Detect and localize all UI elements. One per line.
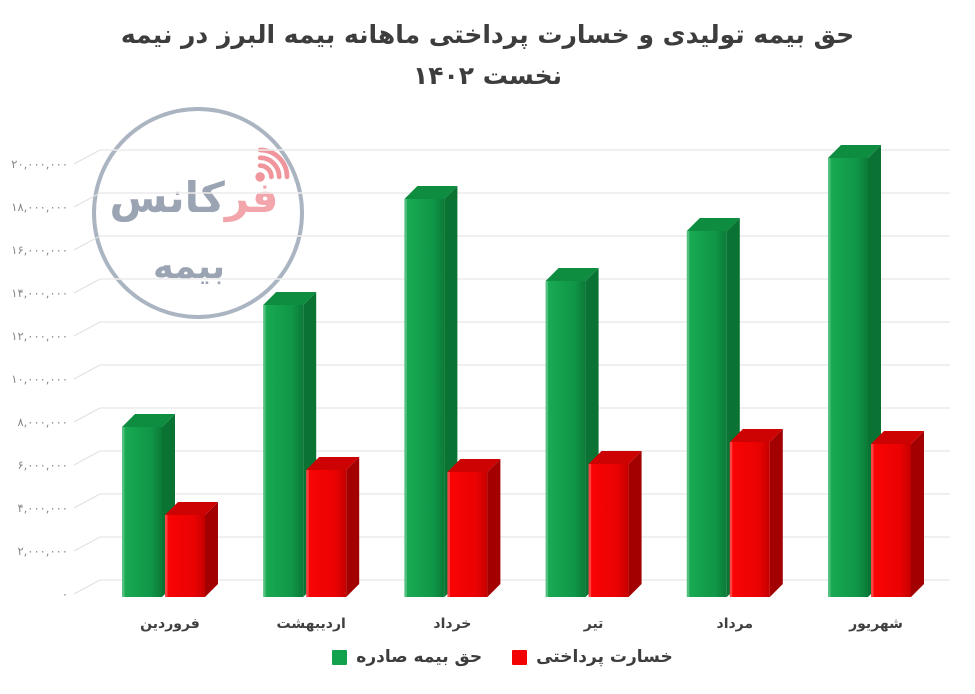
legend-item-loss: خسارت پرداختی bbox=[512, 647, 673, 667]
gridline-depth-segment bbox=[73, 278, 101, 294]
bar-premium-0-front bbox=[122, 427, 162, 597]
y-tick-label: ۴,۰۰۰,۰۰۰ bbox=[17, 501, 68, 515]
chart-title-line1: حق بیمه تولیدی و خسارت پرداختی ماهانه بی… bbox=[120, 20, 855, 49]
bar-loss-1-top bbox=[306, 457, 360, 470]
bar-loss-0-edge-highlight bbox=[165, 515, 168, 597]
bar-premium-3-top bbox=[545, 268, 599, 281]
watermark-brand-name: فرکانس bbox=[96, 173, 292, 222]
watermark-logo: فرکانس بیمه bbox=[92, 107, 304, 319]
bar-premium-0-edge-highlight bbox=[122, 427, 125, 597]
x-axis-label-0: فروردین bbox=[140, 616, 200, 632]
bar-loss-4-top bbox=[729, 429, 783, 442]
bar-loss-1-side bbox=[346, 457, 360, 597]
bar-loss-0-top bbox=[165, 502, 218, 515]
gridline-depth-segment bbox=[73, 321, 101, 337]
y-tick-label: ۲,۰۰۰,۰۰۰ bbox=[17, 544, 68, 558]
bar-premium-0-top bbox=[122, 414, 175, 427]
bar-loss-1-front bbox=[306, 470, 347, 597]
y-tick-label: ۸,۰۰۰,۰۰۰ bbox=[17, 415, 68, 429]
gridline-depth-segment bbox=[73, 235, 101, 251]
x-axis-labels: فروردین اردیبهشت خرداد تیر مرداد شهریور bbox=[140, 616, 903, 632]
bar-loss-0-front bbox=[165, 515, 205, 597]
gridline-depth-segment bbox=[73, 149, 101, 165]
x-axis-label-5: شهریور bbox=[848, 616, 903, 632]
bar-loss-3-side bbox=[628, 451, 642, 597]
chart-title-line2: نخست ۱۴۰۲ bbox=[412, 61, 563, 90]
x-axis-label-2: خرداد bbox=[433, 616, 471, 632]
bar-premium-1-top bbox=[263, 292, 317, 305]
bar-loss-2-side bbox=[487, 459, 501, 597]
bar-premium-4-front bbox=[686, 231, 727, 597]
y-tick-label: ۰ bbox=[62, 587, 68, 601]
chart-title: حق بیمه تولیدی و خسارت پرداختی ماهانه بی… bbox=[0, 14, 975, 96]
y-tick-label: ۶,۰۰۰,۰۰۰ bbox=[17, 458, 68, 472]
bar-premium-1-edge-highlight bbox=[263, 305, 266, 597]
x-axis-label-3: تیر bbox=[583, 616, 604, 632]
legend-item-premium: حق بیمه صادره bbox=[332, 647, 482, 667]
bar-premium-2-front bbox=[404, 199, 445, 597]
legend: حق بیمه صادره خسارت پرداختی bbox=[30, 641, 975, 673]
y-tick-label: ۱۲,۰۰۰,۰۰۰ bbox=[11, 329, 68, 343]
bar-loss-2-front bbox=[447, 472, 488, 597]
bar-loss-5-edge-highlight bbox=[871, 444, 874, 597]
bar-loss-3-front bbox=[588, 464, 629, 597]
bar-loss-4-front bbox=[729, 442, 770, 597]
bar-loss-3-top bbox=[588, 451, 642, 464]
bar-premium-3-edge-highlight bbox=[545, 281, 549, 597]
bar-loss-5-top bbox=[871, 431, 924, 444]
legend-label-loss: خسارت پرداختی bbox=[536, 647, 673, 667]
bar-loss-5-side bbox=[911, 431, 924, 597]
gridline-depth-segment bbox=[73, 450, 101, 466]
legend-label-premium: حق بیمه صادره bbox=[356, 647, 483, 667]
gridline-depth-segment bbox=[73, 536, 101, 552]
y-tick-label: ۱۶,۰۰۰,۰۰۰ bbox=[11, 243, 68, 257]
bar-loss-4-side bbox=[769, 429, 783, 597]
y-tick-label: ۱۴,۰۰۰,۰۰۰ bbox=[11, 286, 68, 300]
bar-loss-1-edge-highlight bbox=[306, 470, 309, 597]
bar-premium-5-front bbox=[828, 158, 868, 597]
bar-premium-5-top bbox=[828, 145, 881, 158]
bars bbox=[122, 145, 924, 597]
bar-premium-4-top bbox=[686, 218, 740, 231]
bar-loss-4-edge-highlight bbox=[729, 442, 733, 597]
gridline-depth-segment bbox=[73, 407, 101, 423]
bar-loss-0-side bbox=[205, 502, 218, 597]
bar-loss-2-edge-highlight bbox=[447, 472, 450, 597]
y-tick-label: ۱۸,۰۰۰,۰۰۰ bbox=[11, 200, 68, 214]
bar-premium-4-edge-highlight bbox=[686, 231, 690, 597]
gridline-depth-segment bbox=[73, 192, 101, 208]
bar-loss-3-edge-highlight bbox=[588, 464, 592, 597]
bar-loss-5-front bbox=[871, 444, 911, 597]
gridline-depth-segment bbox=[73, 493, 101, 509]
legend-swatch-premium bbox=[332, 649, 348, 665]
bar-premium-3-front bbox=[545, 281, 586, 597]
gridlines bbox=[73, 149, 950, 595]
gridline-depth-segment bbox=[73, 364, 101, 380]
bar-premium-2-edge-highlight bbox=[404, 199, 407, 597]
legend-swatch-loss bbox=[512, 649, 528, 665]
x-axis-label-1: اردیبهشت bbox=[277, 616, 346, 632]
watermark-brand-rest: کانس bbox=[109, 173, 225, 222]
x-axis-label-4: مرداد bbox=[717, 616, 754, 632]
bar-premium-5-edge-highlight bbox=[828, 158, 831, 597]
watermark-brand-highlight: فر bbox=[224, 173, 279, 222]
y-axis-labels: ۲۰,۰۰۰,۰۰۰ ۱۸,۰۰۰,۰۰۰ ۱۶,۰۰۰,۰۰۰ ۱۴,۰۰۰,۰۰۰… bbox=[11, 157, 68, 601]
gridline-depth-segment bbox=[73, 579, 101, 595]
bar-loss-2-top bbox=[447, 459, 501, 472]
y-tick-label: ۲۰,۰۰۰,۰۰۰ bbox=[11, 157, 68, 171]
bar-premium-2-top bbox=[404, 186, 458, 199]
bar-premium-1-front bbox=[263, 305, 304, 597]
y-tick-label: ۱۰,۰۰۰,۰۰۰ bbox=[11, 372, 68, 386]
watermark-sub-name: بیمه bbox=[152, 247, 226, 287]
